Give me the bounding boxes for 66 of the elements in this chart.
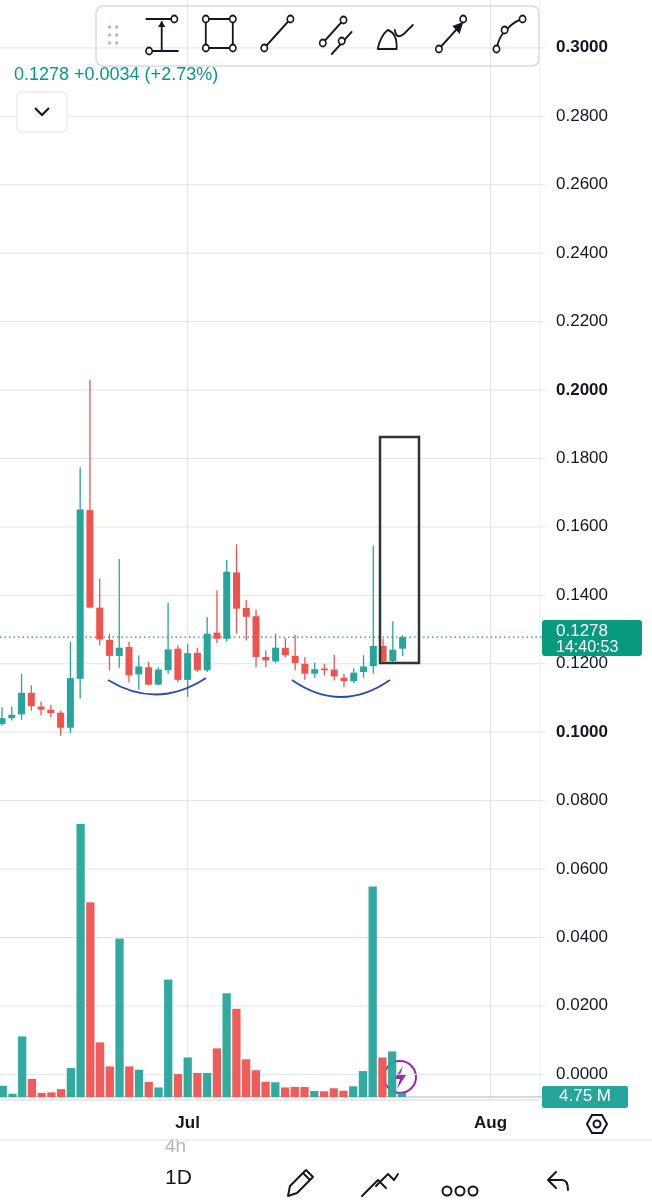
candlestick [27,684,35,712]
bar [95,1042,105,1097]
bar [144,1081,153,1097]
bar [203,1072,212,1097]
bar [183,1057,192,1098]
y-tick-label: 0.2000 [556,379,608,399]
candlestick [242,599,250,642]
candlestick [389,620,397,663]
text: 4h [165,1135,187,1156]
bar [349,1086,358,1097]
y-tick-label: 0.2600 [556,174,608,194]
y-tick-label: 0.2400 [556,242,608,262]
candlestick [213,589,221,644]
candlestick [193,647,201,673]
bar [193,1072,202,1097]
y-tick-label: 0.1000 [556,721,608,741]
y-tick-label: 0.1800 [556,447,608,467]
bar [319,1091,329,1097]
text: 1D [165,1165,192,1188]
candlestick [57,709,65,737]
bar [105,1066,114,1097]
bar [271,1082,280,1097]
candlestick [105,633,113,671]
bar [222,993,231,1097]
bar [86,902,95,1097]
bar [368,886,377,1097]
bar [125,1066,134,1097]
ref-line-label: 0.1278 [556,620,608,640]
y-tick-label: 0.2800 [556,105,608,125]
y-tick-label: 0.0800 [556,790,608,810]
y-tick-label: 0.0200 [556,995,608,1015]
candlestick [301,656,309,681]
text: 14:40:53 [556,638,619,656]
y-tick-label: 0.2200 [556,311,608,331]
y-tick-label: 0.0600 [556,858,608,878]
candlestick [369,545,377,675]
x-tick-label: Aug [474,1113,508,1133]
y-tick-label: 0.1200 [556,653,608,673]
candlestick [18,673,26,721]
bar [310,1090,319,1097]
candlestick [37,700,45,717]
y-tick-label: 0.3000 [556,37,608,57]
x-tick-label: Jul [175,1113,200,1133]
y-tick-label: 0.1600 [556,516,608,536]
y-tick-label: 0.0000 [556,1063,608,1083]
bar [134,1069,144,1097]
candlestick [360,654,368,679]
y-tick-label: 0.1400 [556,584,608,604]
bar [280,1087,290,1097]
candlestick [399,634,407,657]
bar [212,1048,222,1097]
text: 4.75 M [559,1086,611,1106]
text: 0.1278 +0.0034 (+2.73%) [14,64,219,84]
bar [115,938,124,1097]
candlestick [115,558,123,669]
candlestick [272,633,280,664]
candlestick [0,706,6,727]
candlestick [164,602,172,675]
candlestick [291,634,299,671]
bar [27,1078,37,1097]
y-tick-label: 0.0400 [556,926,608,946]
bar [397,1092,407,1098]
candlestick [281,637,289,659]
bar [358,1071,368,1097]
bar [378,1057,387,1098]
bar [173,1074,183,1097]
